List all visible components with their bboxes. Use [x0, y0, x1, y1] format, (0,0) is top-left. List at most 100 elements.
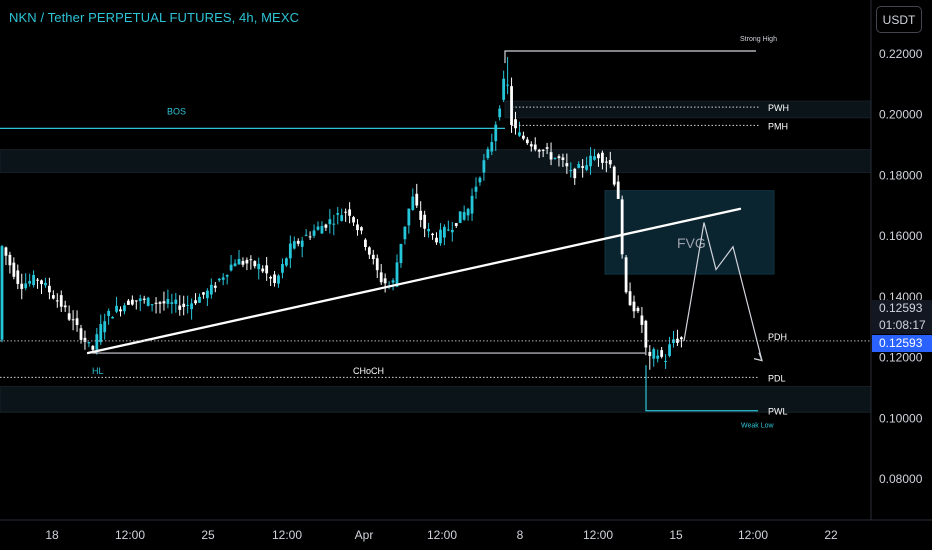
choch-label: CHoCH — [353, 366, 384, 376]
candle-body — [403, 226, 407, 240]
candle-body — [415, 193, 419, 206]
candle-body — [624, 257, 628, 293]
candle-body — [486, 149, 490, 158]
chart-title: NKN / Tether PERPETUAL FUTURES, 4h, MEXC — [9, 10, 300, 25]
candle-body — [40, 280, 43, 285]
candle-body — [8, 254, 12, 266]
candle-body — [470, 195, 474, 214]
candle-body — [249, 259, 253, 261]
candle-body — [664, 360, 667, 362]
candle-body — [680, 337, 683, 340]
candle-body — [265, 265, 269, 274]
candle-body — [352, 217, 355, 223]
candle-body — [450, 229, 454, 233]
candle-body — [150, 304, 154, 306]
price-tick-label: 0.08000 — [879, 472, 923, 486]
candle-body — [545, 147, 549, 149]
strong-high-label: Strong High — [740, 36, 777, 43]
candle-body — [59, 295, 63, 307]
candle-body — [608, 159, 612, 165]
candle-body — [593, 156, 596, 160]
candle-body — [443, 226, 446, 238]
candle-body — [466, 208, 470, 216]
candle-body — [462, 212, 466, 220]
candle-body — [194, 300, 197, 304]
price-tick-label: 0.22000 — [879, 47, 923, 61]
last-price-label: 0.12593 — [872, 300, 932, 317]
candle-body — [601, 152, 604, 163]
candle-body — [16, 270, 20, 284]
projection-path — [683, 222, 763, 361]
bos-label: BOS — [167, 106, 186, 116]
candle-body — [253, 261, 257, 267]
candle-body — [427, 228, 430, 232]
candle-body — [336, 213, 340, 215]
candle-body — [245, 259, 249, 264]
time-tick-label: Apr — [355, 528, 374, 542]
candle-body — [494, 124, 498, 142]
candle-body — [288, 243, 292, 259]
candle-body — [435, 237, 438, 243]
candle-body — [20, 283, 24, 289]
candle-body — [356, 224, 359, 231]
candle-body — [273, 274, 276, 284]
candle-body — [525, 139, 529, 144]
candle-body — [0, 246, 4, 340]
candle-body — [300, 240, 304, 247]
candle-body — [190, 303, 193, 310]
price-tick-label: 0.10000 — [879, 411, 923, 425]
candle-body — [229, 264, 233, 271]
candle-body — [541, 149, 545, 151]
candle-body — [233, 263, 237, 267]
candle-body — [656, 355, 660, 359]
candle-body — [32, 274, 35, 285]
candle-body — [628, 291, 632, 306]
candle-body — [130, 299, 134, 305]
bar-countdown-label: 01:08:17 — [872, 317, 932, 334]
candle-body — [569, 169, 573, 171]
candle-body — [604, 161, 608, 163]
time-tick-label: 18 — [45, 528, 59, 542]
candle-body — [585, 165, 588, 170]
candle-body — [676, 338, 679, 343]
candle-body — [71, 319, 75, 321]
candle-body — [344, 211, 348, 213]
candle-body — [48, 285, 51, 293]
currency-button[interactable]: USDT — [876, 6, 922, 33]
candle-body — [454, 223, 458, 226]
projection-arrowhead — [753, 352, 763, 362]
candle-body — [648, 351, 652, 356]
candle-body — [553, 157, 557, 159]
candle-body — [407, 208, 411, 226]
candle-body — [506, 84, 509, 86]
candle-body — [518, 132, 521, 136]
time-tick-label: 22 — [824, 528, 838, 542]
time-tick-label: 12:00 — [738, 528, 768, 542]
candle-body — [304, 234, 308, 236]
candle-body — [281, 264, 284, 273]
candle-body — [142, 298, 146, 300]
candle-body — [241, 261, 245, 265]
price-tick-label: 0.20000 — [879, 108, 923, 122]
candle-body — [67, 313, 71, 320]
candle-body — [158, 302, 162, 304]
candle-body — [616, 181, 620, 199]
price-tick-label: 0.16000 — [879, 229, 923, 243]
candle-body — [320, 226, 324, 234]
candle-body — [620, 199, 624, 255]
lower-zone — [0, 385, 872, 413]
candle-body — [395, 262, 399, 287]
candle-body — [91, 345, 95, 350]
candle-body — [549, 152, 553, 160]
candle-body — [379, 272, 383, 283]
candle-body — [217, 278, 221, 281]
pdh-label: PDH — [768, 332, 787, 342]
price-tick-label: 0.12000 — [879, 351, 923, 365]
candle-body — [423, 214, 427, 229]
time-axis[interactable]: 18 12:00 25 12:00 Apr 12:00 8 12:00 15 12:00 22 — [45, 528, 838, 542]
candle-body — [28, 280, 32, 284]
candle-body — [537, 149, 541, 152]
pwh-zone — [504, 100, 872, 119]
